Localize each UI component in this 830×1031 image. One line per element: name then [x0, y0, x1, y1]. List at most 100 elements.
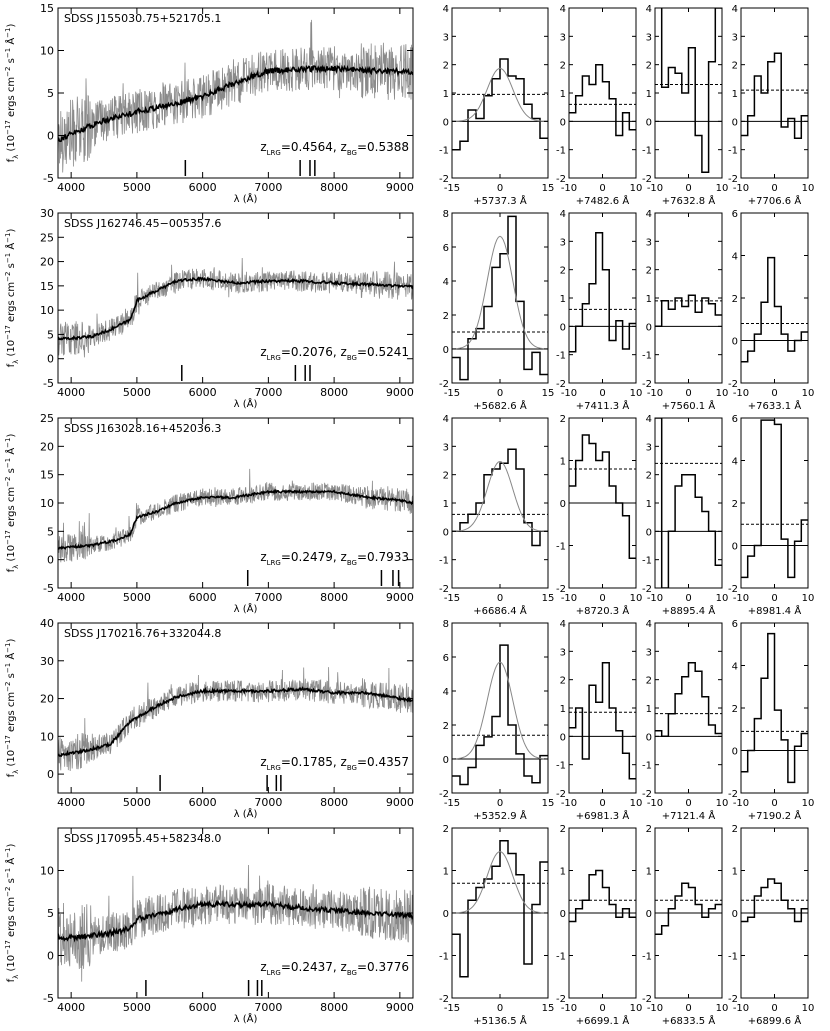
- x-tick-label: 5000: [123, 796, 151, 809]
- x-tick-label: 6000: [189, 386, 217, 399]
- y-tick-label: 0: [732, 542, 738, 553]
- y-tick-label: 1: [646, 704, 652, 715]
- y-tick-label: -2: [728, 994, 738, 1005]
- x-tick-label: -10: [561, 1003, 577, 1014]
- y-tick-label: 1: [646, 867, 652, 878]
- panel-wavelength-label: +6833.5 Å: [662, 1014, 716, 1027]
- panel-wavelength-label: +5352.9 Å: [473, 809, 527, 822]
- y-tick-label: -5: [43, 582, 54, 595]
- y-tick-label: 1: [443, 89, 449, 100]
- x-tick-label: 10: [802, 593, 815, 604]
- gaussian-fit-line: [452, 235, 548, 350]
- y-tick-label: 3: [560, 647, 566, 658]
- x-tick-label: -15: [444, 1003, 460, 1014]
- emission-histogram: [741, 419, 808, 579]
- x-tick-label: 4000: [57, 181, 85, 194]
- x-tick-label: 15: [542, 388, 555, 399]
- y-tick-label: 0: [47, 554, 54, 567]
- panel-wavelength-label: +6981.3 Å: [576, 809, 630, 822]
- y-tick-label: 15: [40, 280, 54, 293]
- y-tick-label: -2: [728, 584, 738, 595]
- y-tick-label: -2: [556, 174, 566, 185]
- x-tick-label: 0: [599, 1003, 605, 1014]
- x-tick-label: -10: [647, 183, 663, 194]
- object-name: SDSS J170216.76+332044.8: [64, 627, 221, 640]
- observed-spectrum-line: [58, 667, 413, 772]
- y-tick-label: 3: [646, 647, 652, 658]
- x-tick-label: 9000: [386, 591, 414, 604]
- y-tick-label: -1: [556, 761, 566, 772]
- x-tick-label: 4000: [57, 796, 85, 809]
- y-tick-label: 10: [40, 497, 54, 510]
- y-tick-label: -2: [642, 174, 652, 185]
- x-tick-label: 6000: [189, 181, 217, 194]
- y-tick-label: 2: [732, 499, 738, 510]
- emission-histogram: [741, 878, 808, 923]
- gaussian-fit-line: [452, 460, 548, 532]
- y-tick-label: -5: [43, 992, 54, 1005]
- y-tick-label: 15: [40, 469, 54, 482]
- y-tick-label: 0: [646, 527, 652, 538]
- y-tick-label: 2: [646, 676, 652, 687]
- x-tick-label: 8000: [320, 1001, 348, 1014]
- y-tick-label: 6: [443, 653, 449, 664]
- emission-histogram: [741, 256, 808, 363]
- emission-histogram: [741, 632, 808, 784]
- x-tick-label: 10: [716, 593, 729, 604]
- y-tick-label: 0: [560, 499, 566, 510]
- y-axis-label: fλ (10−17 ergs cm−2 s−1 Å−1): [4, 843, 20, 982]
- y-tick-label: 30: [40, 207, 54, 220]
- x-tick-label: -10: [733, 798, 749, 809]
- y-tick-label: 0: [646, 322, 652, 333]
- x-tick-label: -10: [561, 183, 577, 194]
- x-tick-label: 10: [716, 798, 729, 809]
- emission-histogram: [569, 63, 636, 137]
- y-tick-label: -5: [43, 377, 54, 390]
- y-tick-label: 0: [47, 130, 54, 143]
- x-tick-label: -15: [444, 593, 460, 604]
- emission-histogram: [660, 8, 722, 174]
- panel-wavelength-label: +7706.6 Å: [748, 194, 802, 207]
- y-tick-label: -2: [439, 379, 449, 390]
- x-tick-label: 0: [497, 798, 503, 809]
- x-tick-label: 0: [771, 388, 777, 399]
- y-axis-label: fλ (10−17 ergs cm−2 s−1 Å−1): [4, 433, 20, 572]
- y-tick-label: -1: [642, 556, 652, 567]
- panel-wavelength-label: +6899.6 Å: [748, 1014, 802, 1027]
- redshift-label: zLRG=0.2437, zBG=0.3776: [260, 960, 409, 977]
- y-tick-label: 4: [443, 277, 449, 288]
- x-tick-label: 15: [542, 798, 555, 809]
- y-tick-label: 0: [443, 755, 449, 766]
- x-tick-label: 9000: [386, 796, 414, 809]
- panel-frame: [568, 7, 637, 179]
- y-tick-label: 4: [443, 687, 449, 698]
- y-tick-label: 3: [443, 32, 449, 43]
- y-tick-label: -1: [556, 146, 566, 157]
- x-tick-label: 9000: [386, 181, 414, 194]
- y-tick-label: -2: [642, 789, 652, 800]
- y-tick-label: 1: [560, 704, 566, 715]
- y-tick-label: -2: [556, 994, 566, 1005]
- y-tick-label: -1: [728, 952, 738, 963]
- y-axis-label: fλ (10−17 ergs cm−2 s−1 Å−1): [4, 228, 20, 367]
- panel-wavelength-label: +8720.3 Å: [576, 604, 630, 617]
- y-tick-label: 2: [560, 266, 566, 277]
- x-tick-label: 10: [630, 593, 643, 604]
- y-tick-label: 4: [646, 414, 652, 425]
- y-tick-label: -1: [439, 952, 449, 963]
- x-tick-label: -10: [561, 593, 577, 604]
- gaussian-fit-line: [452, 851, 548, 914]
- y-tick-label: 0: [443, 117, 449, 128]
- model-spectrum-line: [58, 276, 413, 341]
- y-tick-label: -2: [439, 789, 449, 800]
- y-tick-label: -1: [556, 952, 566, 963]
- x-tick-label: -10: [733, 388, 749, 399]
- x-tick-label: 7000: [254, 591, 282, 604]
- emission-histogram: [452, 840, 548, 978]
- panel-wavelength-label: +6699.1 Å: [576, 1014, 630, 1027]
- x-tick-label: 7000: [254, 181, 282, 194]
- x-tick-label: 0: [599, 388, 605, 399]
- y-tick-label: -2: [642, 994, 652, 1005]
- x-tick-label: -10: [561, 798, 577, 809]
